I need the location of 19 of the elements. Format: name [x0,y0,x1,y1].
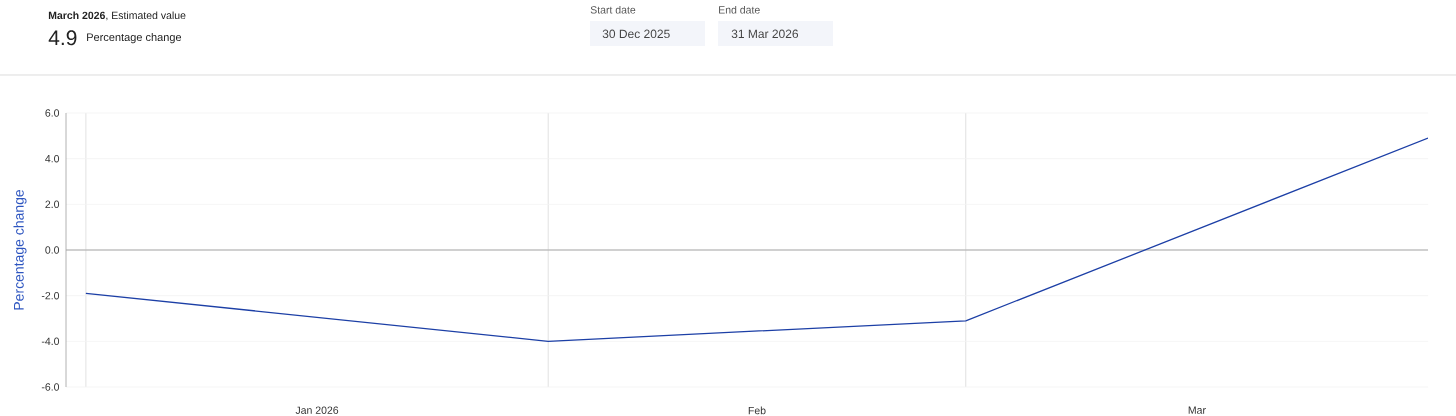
x-tick-label: Jan 2026 [295,406,339,414]
x-tick-label: Mar [1188,406,1206,414]
text: Percentage change [87,33,182,44]
chart-title: March 2026, Estimated value [48,11,186,21]
y-tick-label: -2.0 [41,291,60,300]
y-tick-label: 0.0 [45,246,60,254]
text: 31 Mar 2026 [731,29,799,39]
text: 30 Dec 2025 [602,29,670,39]
y-axis-title: Percentage change [13,189,27,310]
x-tick-label: Feb [748,406,766,415]
y-tick-label: -6.0 [41,383,60,391]
y-tick-label: 2.0 [45,200,60,209]
text: 4.9 [48,30,77,46]
text: End date [719,5,760,14]
line-series [85,137,1429,342]
y-tick-label: 4.0 [45,154,60,163]
y-tick-label: 6.0 [45,109,60,117]
y-tick-label: -4.0 [41,337,60,346]
text: Start date [590,5,636,14]
